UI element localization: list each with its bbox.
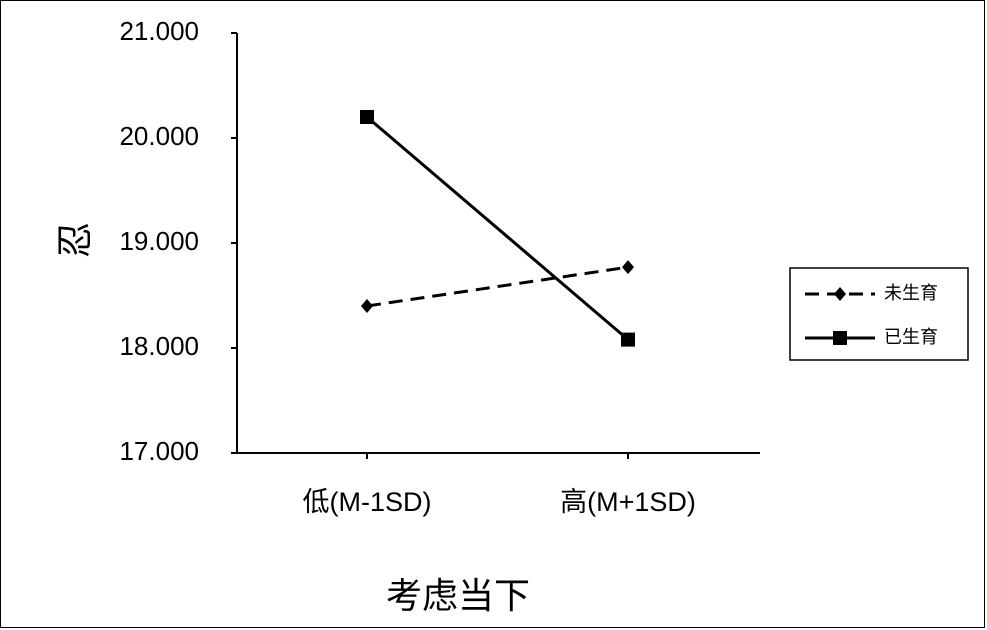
legend-box: [789, 267, 969, 361]
y-tick-label: 18.000: [119, 331, 199, 361]
legend-marker: [833, 331, 847, 345]
y-tick-label: 17.000: [119, 436, 199, 466]
data-point: [621, 332, 635, 347]
y-axis-label: 忍: [55, 222, 96, 258]
data-point: [622, 260, 634, 275]
y-ticks: 17.000 18.000 19.000 20.000 21.000: [119, 16, 237, 466]
x-ticks: 低(M-1SD) 高(M+1SD): [303, 453, 696, 517]
series-group: [360, 110, 635, 347]
y-tick-label: 19.000: [119, 226, 199, 256]
data-point: [361, 299, 373, 313]
series-line: [366, 115, 629, 341]
x-tick-label: 低(M-1SD): [303, 487, 432, 517]
series-line: [366, 265, 629, 308]
y-tick-label: 20.000: [119, 121, 199, 151]
data-point: [360, 110, 374, 124]
series-2: [360, 110, 635, 347]
y-tick-label: 21.000: [119, 16, 199, 46]
legend-label: 已生育: [884, 327, 938, 348]
x-axis-label: 考虑当下: [386, 576, 530, 617]
axes: [236, 33, 760, 454]
legend-marker: [834, 287, 846, 301]
x-tick-label: 高(M+1SD): [560, 487, 696, 517]
series-1: [361, 260, 634, 313]
legend-label: 未生育: [884, 283, 938, 304]
